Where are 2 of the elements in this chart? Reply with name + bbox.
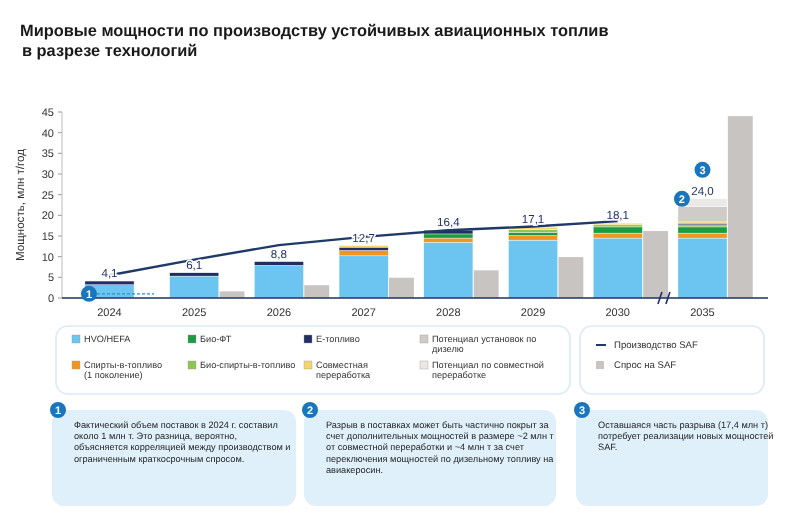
chart-subtitle: в разрезе технологий	[22, 42, 198, 60]
chart-title: Мировые мощности по производству устойчивых авиационных топлив	[20, 22, 609, 40]
